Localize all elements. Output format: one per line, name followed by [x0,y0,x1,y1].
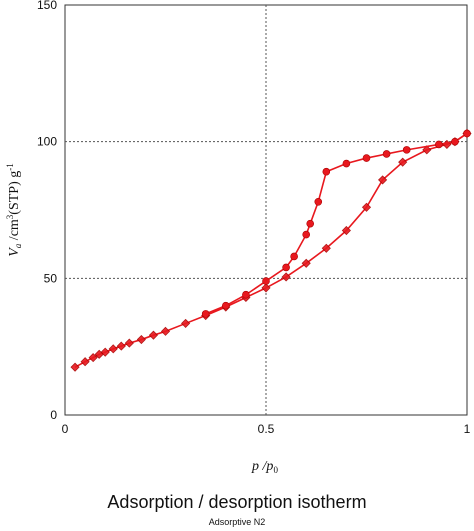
data-point [100,347,110,357]
data-point [160,326,171,336]
data-point [136,334,146,345]
x-tick-label: 0 [62,422,69,436]
data-point [290,252,298,261]
chart-title: Adsorption / desorption isotherm [107,492,366,512]
data-point [281,272,291,282]
data-point [108,344,118,354]
data-point [342,159,351,168]
data-point [362,154,371,162]
data-point [262,277,270,285]
data-point [435,140,443,149]
data-point [361,202,372,212]
data-point [242,290,250,299]
data-point [321,243,331,253]
y-label-part: /cm [7,219,22,244]
series-line [74,132,468,368]
y-axis-label: Va /cm3(STP) g-1 [5,163,23,257]
x-tick-label: 0.5 [258,422,275,436]
data-point [422,145,432,155]
y-tick-label: 50 [44,271,58,285]
data-point [201,310,210,318]
y-label-part: (STP) g [7,171,22,215]
data-point [302,230,311,239]
data-point [451,137,459,146]
data-point [402,146,411,154]
x-label-part: p [251,459,259,474]
data-point [80,357,90,367]
x-label-part: 0 [273,465,278,475]
y-label-part: 3 [5,214,15,219]
data-point [116,341,126,351]
marks [70,128,472,372]
data-point [88,353,98,363]
data-point [261,283,271,293]
data-point [306,219,315,228]
x-label-part: /p [259,459,273,474]
y-label-part: a [13,243,23,248]
y-tick-label: 150 [37,0,57,12]
data-point [124,338,134,348]
x-tick-label: 1 [464,422,471,436]
data-point [222,301,230,310]
data-point [70,362,80,372]
data-point [301,258,311,268]
chart-subtitle: Adsorptive N2 [209,517,266,527]
data-point [148,330,159,340]
data-point [382,150,391,158]
series-line [205,132,468,315]
data-point [398,157,408,167]
y-tick-label: 100 [37,135,57,149]
data-point [322,167,331,176]
data-point [181,318,191,328]
data-point [314,198,323,206]
data-point [341,225,351,236]
y-label-part: -1 [5,163,15,171]
y-tick-label: 0 [50,408,57,422]
x-axis-label: p /p0 [251,459,278,475]
y-label-part: V [7,247,22,257]
grid [65,5,467,415]
data-point [378,175,388,185]
data-point [463,129,471,138]
data-point [282,263,290,272]
